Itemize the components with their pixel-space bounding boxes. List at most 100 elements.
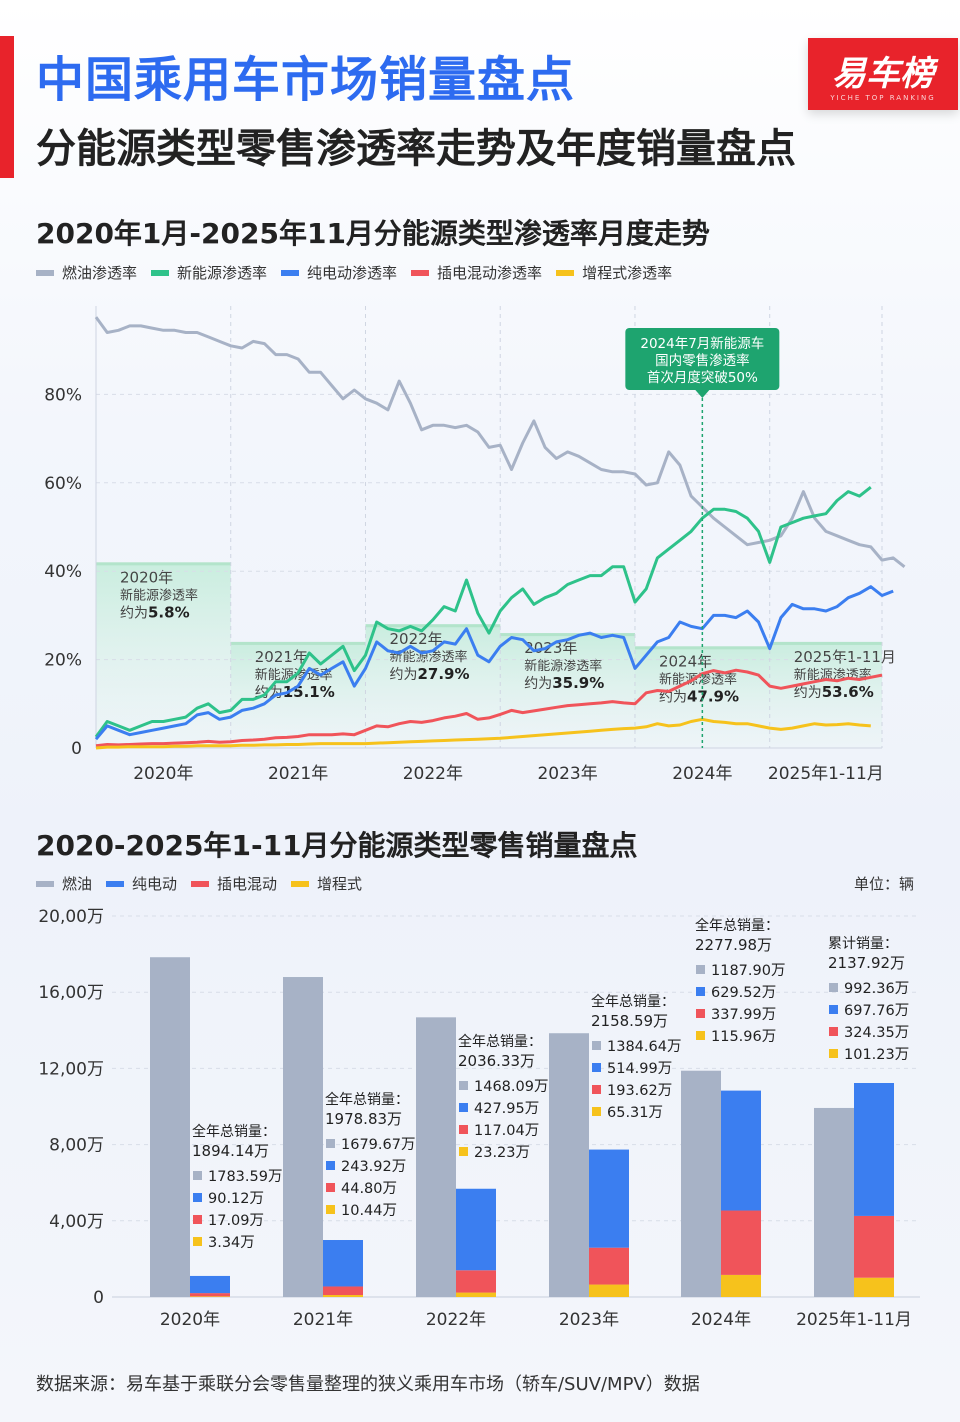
annotation-panel-top bbox=[230, 641, 366, 645]
label-swatch bbox=[459, 1081, 468, 1090]
bar-chart-legend: 燃油 纯电动 插电混动 增程式 bbox=[36, 873, 376, 894]
bar-segment-erev bbox=[721, 1274, 761, 1297]
callout-text: 2024年7月新能源车 bbox=[640, 335, 764, 352]
segment-value: 115.96万 bbox=[711, 1029, 776, 1045]
label-swatch bbox=[696, 1031, 705, 1040]
annotation-value-prefix: 约为 bbox=[524, 676, 552, 692]
callout-text: 国内零售渗透率 bbox=[655, 352, 750, 369]
bar-segment-bev bbox=[323, 1240, 363, 1287]
y-tick-label: 20% bbox=[44, 651, 82, 671]
series-line-3 bbox=[94, 585, 894, 741]
segment-value: 23.23万 bbox=[474, 1145, 530, 1161]
annotation-value-prefix: 约为 bbox=[120, 605, 148, 621]
y-tick-label: 4,00万 bbox=[49, 1212, 104, 1232]
callout-text: 首次月度突破50% bbox=[647, 370, 758, 386]
line-legend-item: 插电混动渗透率 bbox=[411, 262, 542, 283]
y-tick-label: 60% bbox=[44, 474, 82, 494]
total-value: 2036.33万 bbox=[458, 1052, 535, 1070]
total-value: 1894.14万 bbox=[192, 1142, 269, 1160]
bar-segment-bev bbox=[456, 1188, 496, 1271]
bar-legend-swatch bbox=[36, 880, 54, 887]
line-legend-label: 纯电动渗透率 bbox=[307, 264, 398, 282]
line-legend-label: 插电混动渗透率 bbox=[437, 264, 543, 282]
line-legend-item: 增程式渗透率 bbox=[556, 262, 672, 283]
line-legend-item: 燃油渗透率 bbox=[36, 262, 137, 283]
line-legend-swatch bbox=[281, 269, 300, 276]
segment-value: 337.99万 bbox=[711, 1007, 776, 1023]
x-tick-label: 2024年 bbox=[691, 1310, 751, 1330]
annotation-value-line: 约为53.6% bbox=[794, 683, 874, 701]
bar-chart-title: 2020-2025年1-11月分能源类型零售销量盘点 bbox=[36, 829, 638, 862]
annotation-label: 新能源渗透率 bbox=[389, 649, 467, 665]
annotation-label: 新能源渗透率 bbox=[120, 587, 198, 603]
segment-value: 10.44万 bbox=[341, 1203, 397, 1219]
label-swatch bbox=[592, 1041, 601, 1050]
annotation-value-prefix: 约为 bbox=[794, 685, 822, 701]
annotation-year: 2021年 bbox=[255, 648, 308, 666]
segment-value: 1187.90万 bbox=[711, 963, 785, 979]
bar-segment-erev bbox=[589, 1284, 629, 1297]
bar-legend-label: 燃油 bbox=[62, 875, 93, 893]
x-tick-label: 2023年 bbox=[559, 1310, 619, 1330]
x-tick-label: 2025年1-11月 bbox=[768, 764, 884, 784]
label-swatch bbox=[193, 1215, 202, 1224]
line-chart: 2020年新能源渗透率约为5.8%2021年新能源渗透率约为15.1%2022年… bbox=[44, 306, 906, 784]
segment-value: 629.52万 bbox=[711, 985, 776, 1001]
annotation-year: 2024年 bbox=[659, 652, 712, 670]
y-tick-label: 20,00万 bbox=[38, 907, 104, 927]
line-legend-label: 燃油渗透率 bbox=[62, 264, 138, 282]
segment-value: 514.99万 bbox=[607, 1061, 672, 1077]
x-tick-label: 2021年 bbox=[268, 764, 328, 784]
label-swatch bbox=[326, 1139, 335, 1148]
x-tick-label: 2022年 bbox=[403, 764, 463, 784]
bar-segment-bev bbox=[589, 1149, 629, 1248]
total-label: 全年总销量： bbox=[591, 993, 675, 1010]
annotation-value-prefix: 约为 bbox=[659, 689, 687, 705]
total-label: 全年总销量： bbox=[458, 1033, 542, 1050]
bar-legend-item: 纯电动 bbox=[106, 873, 177, 894]
x-tick-label: 2024年 bbox=[672, 764, 732, 784]
segment-value: 1468.09万 bbox=[474, 1079, 548, 1095]
label-swatch bbox=[326, 1161, 335, 1170]
line-legend-label: 增程式渗透率 bbox=[582, 264, 673, 282]
line-chart-title: 2020年1月-2025年11月分能源类型渗透率月度走势 bbox=[36, 217, 710, 250]
line-legend-swatch bbox=[411, 269, 430, 276]
x-tick-label: 2020年 bbox=[133, 764, 193, 784]
bar-fuel bbox=[681, 1070, 721, 1297]
line-chart-legend: 燃油渗透率 新能源渗透率 纯电动渗透率 插电混动渗透率 增程式渗透率 bbox=[36, 262, 686, 283]
annotation-value: 53.6% bbox=[822, 683, 874, 701]
bar-legend-item: 插电混动 bbox=[191, 873, 277, 894]
label-swatch bbox=[592, 1085, 601, 1094]
series-line-4 bbox=[95, 668, 883, 748]
y-tick-label: 12,00万 bbox=[38, 1059, 104, 1079]
data-source: 数据来源：易车基于乘联分会零售量整理的狭义乘用车市场（轿车/SUV/MPV）数据 bbox=[36, 1374, 700, 1395]
y-tick-label: 80% bbox=[44, 385, 82, 405]
annotation-value-line: 约为5.8% bbox=[120, 603, 190, 621]
total-value: 1978.83万 bbox=[325, 1110, 402, 1128]
x-tick-label: 2020年 bbox=[160, 1310, 220, 1330]
bar-segment-phev bbox=[190, 1293, 230, 1297]
segment-value: 243.92万 bbox=[341, 1159, 406, 1175]
label-swatch bbox=[193, 1171, 202, 1180]
bar-segment-bev bbox=[721, 1090, 761, 1211]
logo-text: 易车榜 bbox=[832, 54, 934, 94]
label-swatch bbox=[193, 1193, 202, 1202]
segment-value: 65.31万 bbox=[607, 1105, 663, 1121]
annotation-value: 47.9% bbox=[687, 687, 739, 705]
callout-pointer bbox=[695, 390, 710, 398]
bar-segment-bev bbox=[190, 1275, 230, 1294]
total-value: 2137.92万 bbox=[828, 954, 905, 972]
segment-value: 324.35万 bbox=[844, 1025, 909, 1041]
label-swatch bbox=[592, 1107, 601, 1116]
line-legend-label: 新能源渗透率 bbox=[177, 264, 268, 282]
annotation-panel-top bbox=[634, 646, 770, 650]
segment-value: 697.76万 bbox=[844, 1003, 909, 1019]
annotation-year: 2020年 bbox=[120, 568, 173, 586]
bar-fuel bbox=[549, 1033, 589, 1297]
label-swatch bbox=[459, 1147, 468, 1156]
line-legend-swatch bbox=[36, 269, 54, 276]
segment-value: 101.23万 bbox=[844, 1047, 909, 1063]
annotation-panel-top bbox=[769, 641, 882, 645]
unit-label: 单位：辆 bbox=[853, 875, 914, 893]
total-value: 2158.59万 bbox=[591, 1012, 668, 1030]
